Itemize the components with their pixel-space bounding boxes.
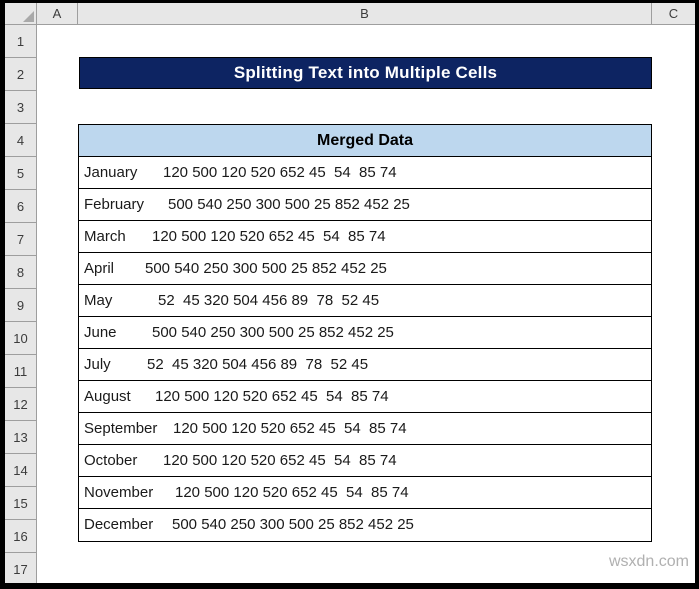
table-row-august[interactable]: August 120 500 120 520 652 45 54 85 74 [79, 381, 651, 413]
numbers-text: 500 540 250 300 500 25 852 452 25 [145, 260, 387, 277]
table-row-september[interactable]: September 120 500 120 520 652 45 54 85 7… [79, 413, 651, 445]
merged-data-table: Merged Data January 120 500 120 520 652 … [78, 124, 652, 542]
row-header-17[interactable]: 17 [5, 553, 36, 583]
table-header-cell[interactable]: Merged Data [79, 125, 651, 157]
month-label: June [84, 324, 117, 341]
table-row-november[interactable]: November 120 500 120 520 652 45 54 85 74 [79, 477, 651, 509]
row-header-14[interactable]: 14 [5, 454, 36, 487]
row-header-12[interactable]: 12 [5, 388, 36, 421]
row-header-8[interactable]: 8 [5, 256, 36, 289]
table-row-june[interactable]: June 500 540 250 300 500 25 852 452 25 [79, 317, 651, 349]
table-row-march[interactable]: March 120 500 120 520 652 45 54 85 74 [79, 221, 651, 253]
month-label: March [84, 228, 126, 245]
numbers-text: 52 45 320 504 456 89 78 52 45 [158, 292, 380, 309]
row-header-7[interactable]: 7 [5, 223, 36, 256]
numbers-text: 120 500 120 520 652 45 54 85 74 [173, 420, 407, 437]
table-row-february[interactable]: February 500 540 250 300 500 25 852 452 … [79, 189, 651, 221]
row-header-4[interactable]: 4 [5, 124, 36, 157]
numbers-text: 500 540 250 300 500 25 852 452 25 [152, 324, 394, 341]
month-label: July [84, 356, 111, 373]
row-header-strip: 1 2 3 4 5 6 7 8 9 10 11 12 13 14 15 16 1… [5, 25, 37, 583]
row-header-13[interactable]: 13 [5, 421, 36, 454]
title-banner-cell[interactable]: Splitting Text into Multiple Cells [79, 57, 652, 89]
column-header-a[interactable]: A [37, 3, 78, 24]
select-all-icon [23, 11, 34, 22]
table-row-may[interactable]: May 52 45 320 504 456 89 78 52 45 [79, 285, 651, 317]
row-header-11[interactable]: 11 [5, 355, 36, 388]
row-header-2[interactable]: 2 [5, 58, 36, 91]
month-label: September [84, 420, 158, 437]
numbers-text: 120 500 120 520 652 45 54 85 74 [155, 388, 389, 405]
table-row-july[interactable]: July 52 45 320 504 456 89 78 52 45 [79, 349, 651, 381]
watermark: wsxdn.com [608, 553, 689, 570]
table-row-october[interactable]: October 120 500 120 520 652 45 54 85 74 [79, 445, 651, 477]
row-header-5[interactable]: 5 [5, 157, 36, 190]
month-label: August [84, 388, 131, 405]
month-label: November [84, 484, 154, 501]
page-title: Splitting Text into Multiple Cells [233, 63, 498, 82]
numbers-text: 120 500 120 520 652 45 54 85 74 [163, 164, 397, 181]
month-label: December [84, 516, 154, 533]
month-label: February [84, 196, 145, 213]
table-row-january[interactable]: January 120 500 120 520 652 45 54 85 74 [79, 157, 651, 189]
month-label: January [84, 164, 138, 181]
month-label: May [84, 292, 113, 309]
numbers-text: 500 540 250 300 500 25 852 452 25 [168, 196, 410, 213]
table-row-december[interactable]: December 500 540 250 300 500 25 852 452 … [79, 509, 651, 541]
month-label: October [84, 452, 138, 469]
select-all-corner[interactable] [5, 3, 37, 24]
numbers-text: 120 500 120 520 652 45 54 85 74 [163, 452, 397, 469]
column-header-c[interactable]: C [652, 3, 695, 24]
table-row-april[interactable]: April 500 540 250 300 500 25 852 452 25 [79, 253, 651, 285]
month-label: April [84, 260, 115, 277]
numbers-text: 52 45 320 504 456 89 78 52 45 [147, 356, 369, 373]
column-header-b[interactable]: B [78, 3, 652, 24]
row-header-15[interactable]: 15 [5, 487, 36, 520]
column-header-strip: A B C [5, 3, 695, 25]
row-header-1[interactable]: 1 [5, 25, 36, 58]
row-header-10[interactable]: 10 [5, 322, 36, 355]
row-header-6[interactable]: 6 [5, 190, 36, 223]
sheet-canvas[interactable]: Splitting Text into Multiple Cells Merge… [37, 25, 695, 583]
numbers-text: 500 540 250 300 500 25 852 452 25 [172, 516, 414, 533]
row-header-16[interactable]: 16 [5, 520, 36, 553]
numbers-text: 120 500 120 520 652 45 54 85 74 [152, 228, 386, 245]
row-header-9[interactable]: 9 [5, 289, 36, 322]
row-header-3[interactable]: 3 [5, 91, 36, 124]
numbers-text: 120 500 120 520 652 45 54 85 74 [175, 484, 409, 501]
